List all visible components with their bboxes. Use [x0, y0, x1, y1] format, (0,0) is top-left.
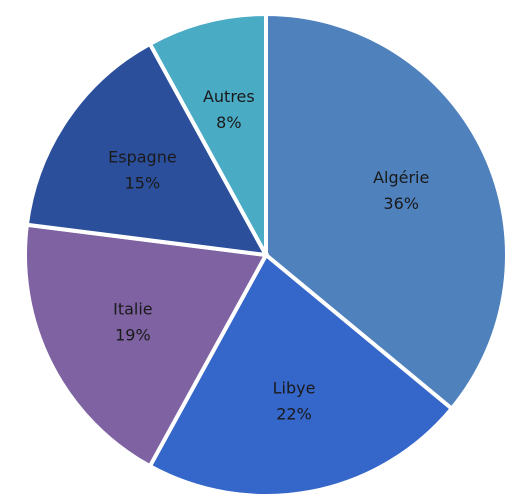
- slice-label: Italie: [113, 299, 153, 318]
- slice-value: 8%: [216, 113, 241, 132]
- slice-label: Algérie: [373, 168, 429, 187]
- pie-slice: [23, 222, 270, 469]
- slice-value: 22%: [276, 404, 312, 423]
- slice-label: Espagne: [108, 148, 177, 167]
- slice-value: 15%: [125, 174, 161, 193]
- slice-label: Libye: [273, 378, 316, 397]
- slice-value: 36%: [383, 194, 419, 213]
- pie-slice: [147, 251, 455, 497]
- slice-label: Autres: [203, 87, 255, 106]
- pie-slice: [147, 11, 268, 256]
- pie-slice: [264, 11, 509, 412]
- pie-slice: [24, 41, 270, 258]
- slice-value: 19%: [115, 325, 151, 344]
